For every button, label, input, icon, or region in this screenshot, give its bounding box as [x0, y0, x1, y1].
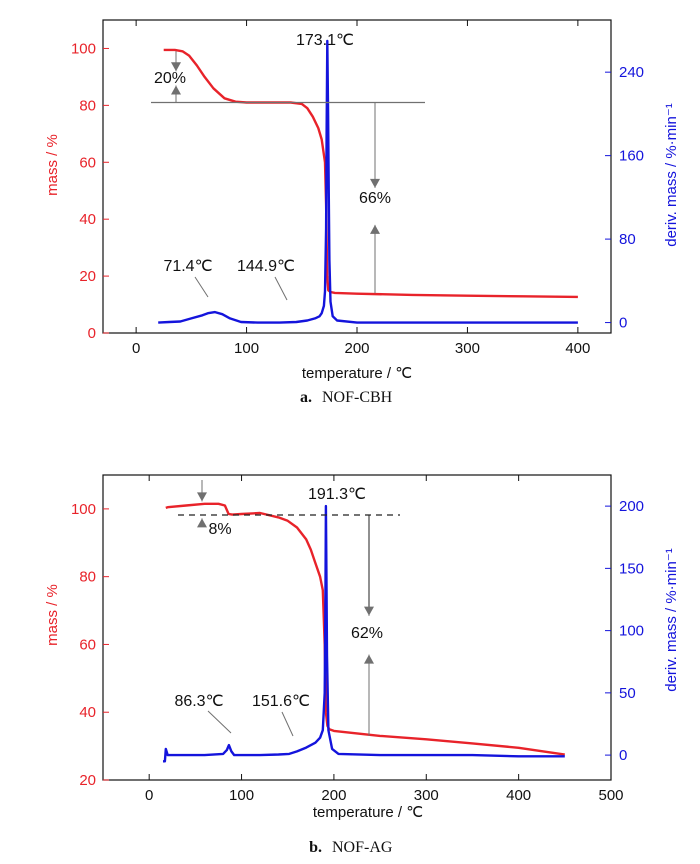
loss-2-arrow-head-up — [370, 224, 380, 234]
shoulder-1-pointer — [194, 276, 209, 298]
marks-a: 0 100 200 300 400 0 20 40 60 80 100 0 80 160 240 — [71, 19, 644, 357]
deriv-mass-curve — [163, 504, 565, 763]
right-axis-title-b: deriv. mass / %·min⁻¹ — [663, 548, 680, 692]
left-tick-label: 60 — [79, 636, 96, 653]
chart-nof-cbh: 0 100 200 300 400 0 20 40 60 80 100 0 80 160 240 173.1… — [44, 19, 680, 406]
annotation-loss-1-b: 8% — [208, 521, 231, 538]
x-tick-label: 100 — [229, 787, 254, 804]
left-tick-label: 100 — [71, 40, 96, 57]
right-tick-label: 160 — [619, 148, 644, 165]
right-tick-label: 100 — [619, 623, 644, 640]
x-tick-label: 500 — [598, 787, 623, 804]
x-tick-label: 300 — [455, 340, 480, 357]
x-tick-label: 400 — [506, 787, 531, 804]
x-axis-title-b: temperature / ℃ — [313, 804, 423, 821]
caption-name-b: NOF-AG — [332, 839, 393, 856]
annotation-loss-2-a: 66% — [359, 190, 391, 207]
annotation-shoulder-2-b: 151.6℃ — [252, 693, 310, 710]
annotation-loss-1-a: 20% — [154, 70, 186, 87]
left-tick-label: 60 — [79, 154, 96, 171]
annotation-shoulder-1-a: 71.4℃ — [163, 258, 212, 275]
x-tick-label: 300 — [414, 787, 439, 804]
right-tick-label: 50 — [619, 685, 636, 702]
annotation-peak-a: 173.1℃ — [296, 32, 354, 49]
mass-curve — [165, 502, 565, 756]
chart-nof-ag: 0 100 200 300 400 50020406080100050100150200 … — [44, 474, 680, 856]
right-tick-label: 150 — [619, 560, 644, 577]
left-tick-label: 20 — [79, 268, 96, 285]
annotation-shoulder-1-b: 86.3℃ — [174, 693, 223, 710]
right-axis-title-a: deriv. mass / %·min⁻¹ — [663, 103, 680, 247]
loss-2-arrow-head-down — [370, 178, 380, 188]
caption-letter-b: b. — [309, 839, 322, 856]
x-tick-label: 400 — [565, 340, 590, 357]
left-axis-title-a: mass / % — [44, 134, 61, 196]
deriv-mass-curve — [158, 39, 578, 324]
shoulder-1-pointer — [207, 710, 232, 734]
right-tick-label: 80 — [619, 231, 636, 248]
left-tick-label: 80 — [79, 97, 96, 114]
caption-letter-a: a. — [300, 389, 312, 406]
left-tick-label: 100 — [71, 501, 96, 518]
plot-frame — [102, 19, 612, 334]
annotation-loss-2-b: 62% — [351, 625, 383, 642]
left-tick-label: 40 — [79, 211, 96, 228]
x-tick-label: 200 — [344, 340, 369, 357]
loss-1-arrow-head-down — [197, 492, 207, 502]
plot-frame — [102, 474, 612, 781]
caption-name-a: NOF-CBH — [322, 389, 393, 406]
shoulder-2-pointer — [274, 276, 288, 301]
annotation-arrows-b — [178, 480, 400, 737]
left-axis-title-b: mass / % — [44, 584, 61, 646]
annotation-shoulder-2-a: 144.9℃ — [237, 258, 295, 275]
loss-1-arrow-head-up — [171, 85, 181, 95]
mass-curve — [163, 48, 578, 299]
annotation-arrows-a — [151, 51, 425, 301]
left-tick-label: 0 — [88, 325, 96, 342]
annotation-peak-b: 191.3℃ — [308, 486, 366, 503]
right-tick-label: 0 — [619, 315, 627, 332]
loss-2-arrow-head-down — [364, 606, 374, 616]
marks-b: 0 100 200 300 400 500 20 40 60 80 100 0 50 100 150 200 — [71, 474, 644, 804]
loss-1-arrow-head-up — [197, 518, 207, 528]
x-tick-label: 0 — [145, 787, 153, 804]
loss-1-arrow-head-down — [171, 62, 181, 72]
x-tick-label: 0 — [132, 340, 140, 357]
right-tick-label: 0 — [619, 747, 627, 764]
left-tick-label: 40 — [79, 704, 96, 721]
right-tick-label: 240 — [619, 64, 644, 81]
right-tick-label: 200 — [619, 498, 644, 515]
left-tick-label: 80 — [79, 569, 96, 586]
x-axis-title-a: temperature / ℃ — [302, 365, 412, 382]
left-tick-label: 20 — [79, 772, 96, 789]
loss-2-arrow-head-up — [364, 654, 374, 664]
x-tick-label: 100 — [234, 340, 259, 357]
x-tick-label: 200 — [321, 787, 346, 804]
shoulder-2-pointer — [281, 711, 294, 737]
